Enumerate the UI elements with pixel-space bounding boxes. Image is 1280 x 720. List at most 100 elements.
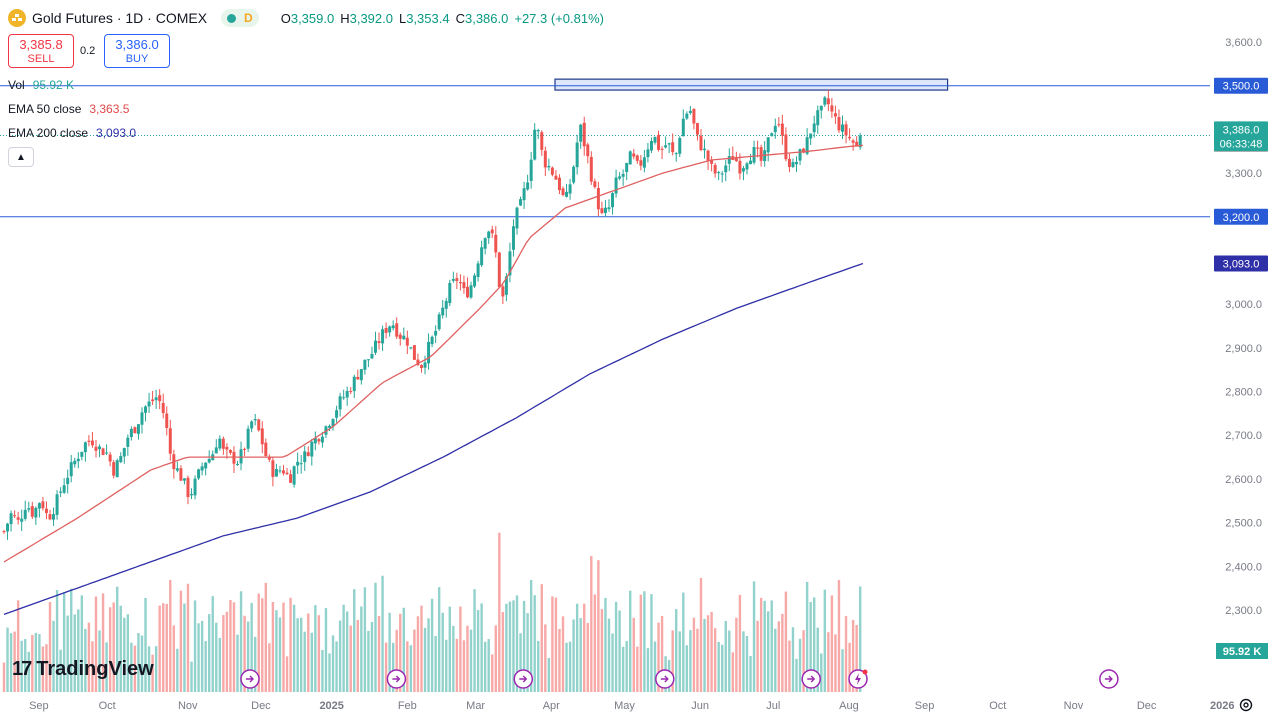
volume-bar (261, 598, 264, 692)
volume-bar (314, 605, 317, 692)
volume-bar (696, 628, 699, 692)
volume-bar (756, 620, 759, 692)
candle-body (473, 275, 477, 287)
market-status[interactable]: D (221, 9, 259, 27)
candle-body (752, 147, 756, 163)
candle-body (738, 160, 742, 174)
volume-bar (423, 627, 427, 692)
volume-bar (20, 640, 23, 692)
time-tick-label: Nov (178, 700, 198, 712)
candle-body (465, 286, 469, 298)
candle-body (310, 441, 314, 457)
volume-bar (6, 627, 9, 692)
candle-body (23, 509, 27, 519)
volume-bar (416, 616, 420, 692)
sell-button[interactable]: 3,385.8 SELL (8, 34, 74, 68)
candle-body (282, 470, 286, 474)
volume-bar (469, 629, 473, 692)
volume-bar (84, 628, 87, 692)
volume-indicator-legend[interactable]: Vol 95.92 K (8, 78, 75, 92)
ema200-line[interactable] (3, 262, 864, 616)
ema50-indicator-legend[interactable]: EMA 50 close 3,363.5 (8, 102, 130, 116)
candle-body (115, 460, 119, 478)
volume-bar (38, 634, 41, 692)
candle-body (250, 421, 254, 429)
volume-bar (703, 618, 706, 692)
candle-body (296, 461, 300, 466)
candle-body (246, 428, 250, 449)
volume-bar (388, 612, 391, 692)
volume-bar (473, 589, 476, 692)
candle-body (681, 118, 685, 137)
volume-bar (353, 589, 356, 692)
candle-body (586, 144, 590, 157)
candle-body (27, 508, 31, 510)
ohlc-close: C3,386.0 (455, 10, 509, 26)
tradingview-logo[interactable]: 17 TradingView (12, 658, 154, 681)
candle-body (105, 452, 109, 454)
volume-bar (480, 603, 483, 692)
ema200-indicator-legend[interactable]: EMA 200 close 3,093.0 (8, 126, 137, 140)
candle-body (228, 449, 232, 453)
time-tick-label: Nov (1064, 700, 1084, 712)
candle-body (225, 446, 229, 450)
volume-bar (200, 620, 204, 692)
candle-body (126, 437, 130, 447)
volume-bar (820, 653, 823, 692)
resistance-zone[interactable] (554, 78, 949, 91)
time-tick-label: Dec (1137, 700, 1157, 712)
volume-bar (144, 597, 147, 692)
candle-body (490, 229, 494, 234)
candle-body (593, 181, 597, 188)
candle-body (717, 172, 721, 174)
volume-bar (774, 628, 777, 692)
candle-body (122, 447, 126, 457)
candle-body (756, 147, 760, 149)
volume-bar (579, 618, 582, 692)
gear-icon[interactable] (1238, 697, 1254, 713)
candle-body (398, 334, 402, 339)
candle-body (816, 110, 820, 126)
candle-body (419, 365, 423, 368)
candle-body (494, 234, 498, 253)
volume-bar (738, 594, 742, 692)
candle-body (90, 440, 94, 446)
candle-body (823, 97, 827, 105)
candle-body (749, 160, 753, 165)
candle-body (699, 135, 703, 151)
volume-bar (706, 615, 710, 692)
candle-body (773, 125, 777, 133)
candle-body (136, 424, 140, 434)
ohlc-high: H3,392.0 (340, 10, 393, 26)
candle-body (795, 161, 799, 165)
candle-body (320, 436, 324, 443)
volume-bar (34, 632, 38, 692)
volume-bar (55, 590, 59, 692)
candle-body (777, 124, 781, 126)
volume-bar (406, 641, 409, 692)
candle-body (497, 252, 501, 288)
candle-body (2, 531, 6, 533)
ema50-line[interactable] (3, 144, 863, 563)
candle-body (519, 199, 523, 206)
candle-body (536, 130, 540, 132)
volume-bar (186, 583, 190, 692)
volume-bar (105, 642, 108, 692)
arrow-right-icon (392, 675, 401, 683)
symbol-title[interactable]: Gold Futures · 1D · COMEX (32, 10, 208, 26)
volume-bar (370, 621, 374, 692)
volume-bar (137, 633, 140, 692)
volume-bar (558, 629, 561, 692)
volume-bar (781, 613, 784, 692)
buy-button[interactable]: 3,386.0 BUY (104, 34, 170, 68)
candle-body (98, 446, 102, 450)
volume-bar (24, 639, 27, 692)
volume-bar (678, 631, 681, 692)
candle-body (568, 184, 572, 194)
candle-body (844, 124, 848, 136)
volume-bar (501, 612, 505, 692)
ohlc-change: +27.3 (+0.81%) (514, 10, 604, 26)
collapse-legend-button[interactable]: ▲ (8, 147, 34, 167)
candle-body (285, 472, 289, 475)
